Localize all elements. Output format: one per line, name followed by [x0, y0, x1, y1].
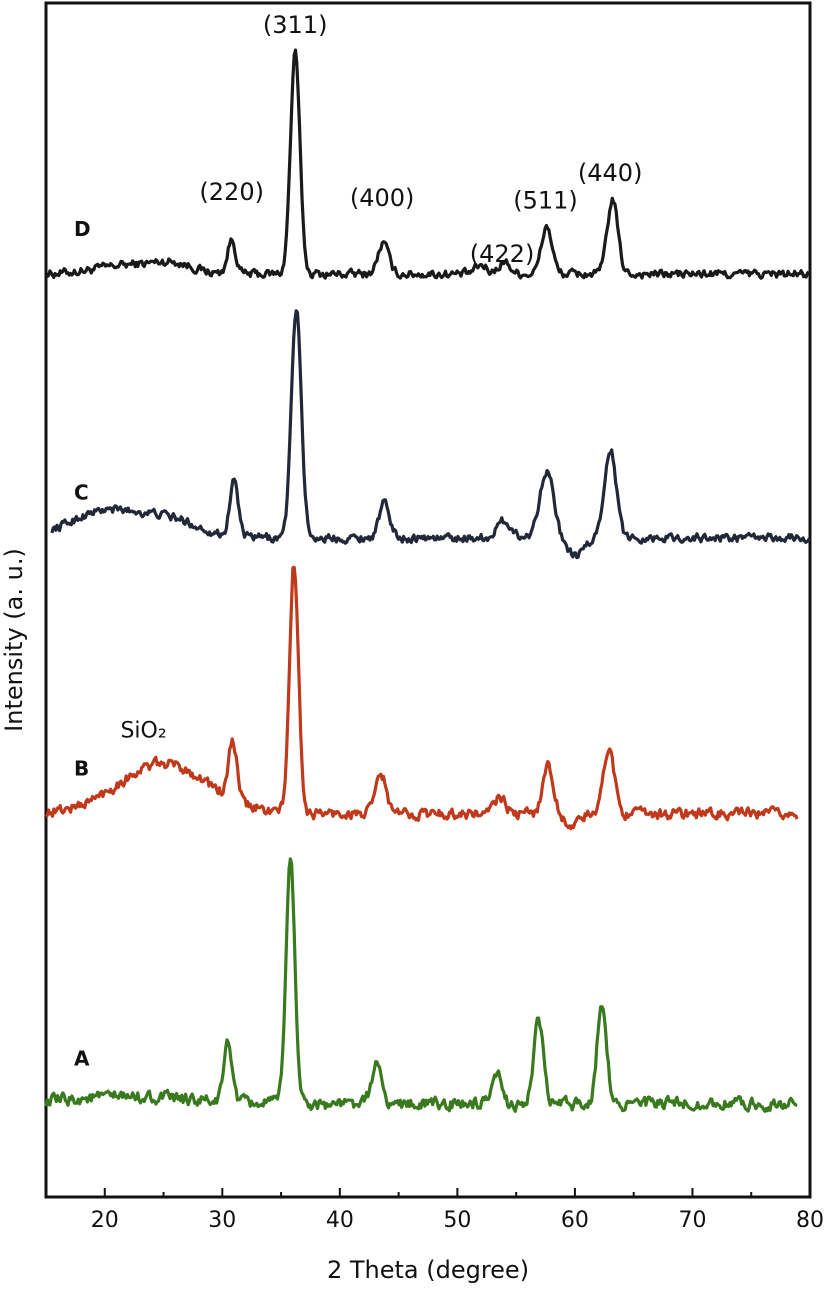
y-axis-title: Intensity (a. u.): [0, 548, 28, 732]
series-line-a: [44, 857, 798, 1113]
x-axis-title: 2 Theta (degree): [327, 1256, 529, 1284]
series-label-d: D: [74, 217, 91, 241]
series-layer: [44, 48, 811, 1113]
x-tick-label: 30: [208, 1208, 236, 1233]
peak-label: (220): [199, 178, 264, 206]
peak-label: (440): [578, 159, 643, 187]
x-tick-label: 20: [91, 1208, 119, 1233]
plot-frame: [44, 1, 812, 1199]
series-label-c: C: [74, 481, 89, 505]
series-label-b: B: [74, 757, 89, 781]
series-line-d: [45, 48, 810, 280]
peak-label: (511): [513, 186, 578, 214]
peak-label: (422): [470, 240, 535, 268]
peak-label: (400): [350, 184, 415, 212]
sio2-annotation: SiO₂: [120, 718, 166, 743]
series-line-c: [50, 309, 811, 560]
x-axis-ticks: 20 30 40 50 60 70 80: [45, 1188, 824, 1233]
labels-layer: D C B A (220) (311) (400) (422) (511)(440) SiO₂: [74, 11, 642, 1071]
x-tick-label: 60: [561, 1208, 589, 1233]
x-tick-label: 50: [443, 1208, 471, 1233]
x-tick-label: 40: [326, 1208, 354, 1233]
x-tick-label: 80: [796, 1208, 824, 1233]
series-label-a: A: [74, 1047, 90, 1071]
peak-label: (311): [263, 11, 328, 39]
x-tick-label: 70: [678, 1208, 706, 1233]
series-line-b: [44, 565, 799, 831]
